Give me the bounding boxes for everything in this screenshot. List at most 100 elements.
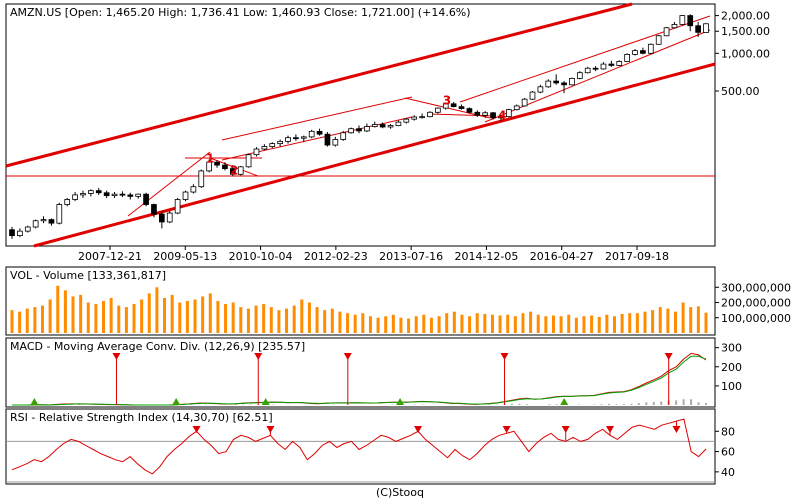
price-candle-body [522, 99, 527, 106]
price-candle-body [136, 194, 141, 196]
volume-bar [102, 301, 105, 333]
macd-histogram-bar [660, 402, 662, 405]
volume-bar [415, 316, 418, 333]
price-candle-body [546, 81, 551, 87]
price-x-tick-label: 2010-10-04 [229, 250, 293, 263]
volume-bar [521, 313, 524, 333]
volume-bar [552, 315, 555, 333]
volume-bar [201, 296, 204, 333]
volume-bar [64, 290, 67, 333]
price-plot-frame [6, 4, 715, 246]
price-candle-body [262, 147, 267, 149]
price-candle-body [372, 125, 377, 127]
volume-bar [331, 309, 334, 333]
price-candle-body [317, 131, 322, 134]
volume-bar [529, 312, 532, 333]
price-candle-body [380, 125, 385, 127]
price-candle-body [514, 106, 519, 110]
volume-bar [72, 296, 75, 333]
volume-bar [560, 316, 563, 333]
price-candle-body [672, 24, 677, 27]
price-candle-body [640, 51, 645, 54]
price-candle-body [435, 108, 440, 112]
price-candle-body [633, 51, 638, 55]
price-candle-body [569, 78, 574, 84]
price-candle-body [88, 191, 93, 194]
volume-bar [33, 307, 36, 333]
price-candle-body [688, 16, 693, 26]
price-candle-body [601, 64, 606, 69]
rsi-title: RSI - Relative Strength Index (14,30,70)… [10, 411, 273, 424]
volume-bar [216, 301, 219, 333]
volume-bar [163, 298, 166, 333]
volume-bar [537, 315, 540, 333]
volume-bar [186, 301, 189, 333]
price-candle-body [238, 167, 243, 175]
price-candle-body [301, 137, 306, 138]
macd-histogram-bar [526, 404, 528, 405]
volume-bar [453, 312, 456, 333]
price-candle-body [167, 213, 172, 222]
volume-bar [300, 299, 303, 333]
volume-bar [270, 307, 273, 333]
copyright-footer: (C)Stooq [0, 486, 800, 499]
volume-bar [666, 309, 669, 333]
price-candle-body [17, 231, 22, 235]
volume-bar [605, 315, 608, 333]
volume-bar [613, 316, 616, 333]
volume-bar [407, 319, 410, 333]
macd-histogram-bar [638, 403, 640, 405]
volume-bar [140, 299, 143, 333]
price-candle-body [341, 133, 346, 140]
volume-bar [262, 304, 265, 333]
volume-bar [155, 287, 158, 333]
price-candle-body [152, 205, 157, 215]
macd-histogram-bar [645, 402, 647, 405]
price-candle-body [96, 191, 101, 193]
price-candle-body [199, 171, 204, 187]
price-candle-body [554, 81, 559, 83]
macd-histogram-bar [705, 403, 707, 405]
macd-histogram-bar [653, 402, 655, 405]
price-candle-body [309, 131, 314, 137]
macd-histogram-bar [683, 399, 685, 405]
volume-bar [499, 315, 502, 333]
volume-bar [430, 318, 433, 333]
volume-bar [460, 315, 463, 333]
volume-bar [94, 304, 97, 333]
macd-histogram-bar [511, 404, 513, 405]
price-candle-body [428, 112, 433, 116]
volume-bar [308, 303, 311, 333]
price-candle-body [593, 68, 598, 69]
price-candle-body [191, 187, 196, 192]
price-candle-body [246, 155, 251, 167]
price-candle-body [183, 192, 188, 199]
macd-panel: MACD - Moving Average Conv. Div. (12,26,… [6, 338, 742, 407]
volume-bar [575, 318, 578, 333]
price-candle-body [104, 193, 109, 196]
volume-bar [247, 309, 250, 333]
volume-bar [445, 313, 448, 333]
macd-histogram-bar [690, 399, 692, 405]
volume-bar [178, 303, 181, 333]
volume-bar [316, 307, 319, 333]
price-candle-body [617, 61, 622, 65]
price-candle-body [81, 193, 86, 194]
macd-histogram-bar [556, 404, 558, 405]
volume-bar [682, 303, 685, 333]
price-candle-body [396, 122, 401, 125]
price-candle-body [585, 68, 590, 72]
price-candle-body [41, 220, 46, 221]
volume-bar [110, 298, 113, 333]
volume-bar [491, 315, 494, 333]
wave-label: 1 [206, 152, 214, 166]
macd-histogram-bar [623, 404, 625, 405]
volume-bar [209, 293, 212, 333]
volume-bar [11, 310, 14, 333]
macd-histogram-bar [630, 404, 632, 405]
price-candle-body [286, 138, 291, 142]
price-candle-body [112, 194, 117, 195]
volume-bar [125, 307, 128, 333]
